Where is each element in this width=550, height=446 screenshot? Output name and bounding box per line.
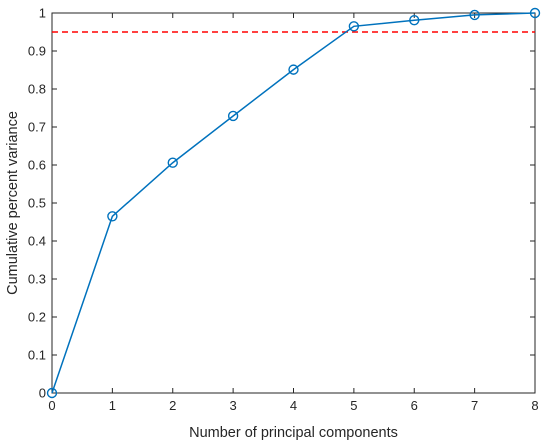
y-tick-label: 0.8 [28, 82, 46, 97]
y-tick-labels: 0 0.1 0.2 0.3 0.4 0.5 0.6 0.7 0.8 0.9 1 [28, 6, 46, 401]
x-tick-label: 2 [169, 398, 176, 413]
data-point [167, 157, 178, 168]
plot-frame [51, 12, 536, 394]
data-point [529, 7, 541, 19]
data-point [46, 387, 58, 399]
data-point [469, 9, 480, 21]
y-tick-label: 0.5 [28, 196, 46, 211]
series-line [51, 12, 536, 394]
data-point [409, 15, 420, 26]
x-tick-label: 1 [109, 398, 116, 413]
x-tick-label: 8 [531, 398, 538, 413]
y-tick-label: 0.2 [28, 310, 46, 325]
x-tick-label: 5 [350, 398, 357, 413]
x-tick-label: 7 [471, 398, 478, 413]
y-tick-label: 0.3 [28, 272, 46, 287]
y-tick-label: 0.6 [28, 158, 46, 173]
plot-area [46, 7, 541, 399]
y-tick-label: 0.9 [28, 44, 46, 59]
y-tick-label: 0.4 [28, 234, 46, 249]
data-point [107, 211, 118, 222]
x-tick-label: 0 [48, 398, 55, 413]
y-tick-label: 1 [39, 6, 46, 21]
y-tick-label: 0 [39, 386, 46, 401]
x-tick-label: 3 [230, 398, 237, 413]
data-point [227, 110, 239, 122]
x-tick-labels: 0 1 2 3 4 5 6 7 8 [48, 398, 538, 413]
y-tick-label: 0.7 [28, 120, 46, 135]
x-axis-label: Number of principal components [189, 425, 398, 441]
data-point [348, 21, 360, 32]
y-tick-label: 0.1 [28, 348, 46, 363]
series-layer [46, 7, 541, 399]
y-axis-label: Cumulative percent variance [5, 111, 21, 295]
x-tick-label: 6 [411, 398, 418, 413]
x-tick-label: 4 [290, 398, 297, 413]
data-point [288, 64, 299, 75]
